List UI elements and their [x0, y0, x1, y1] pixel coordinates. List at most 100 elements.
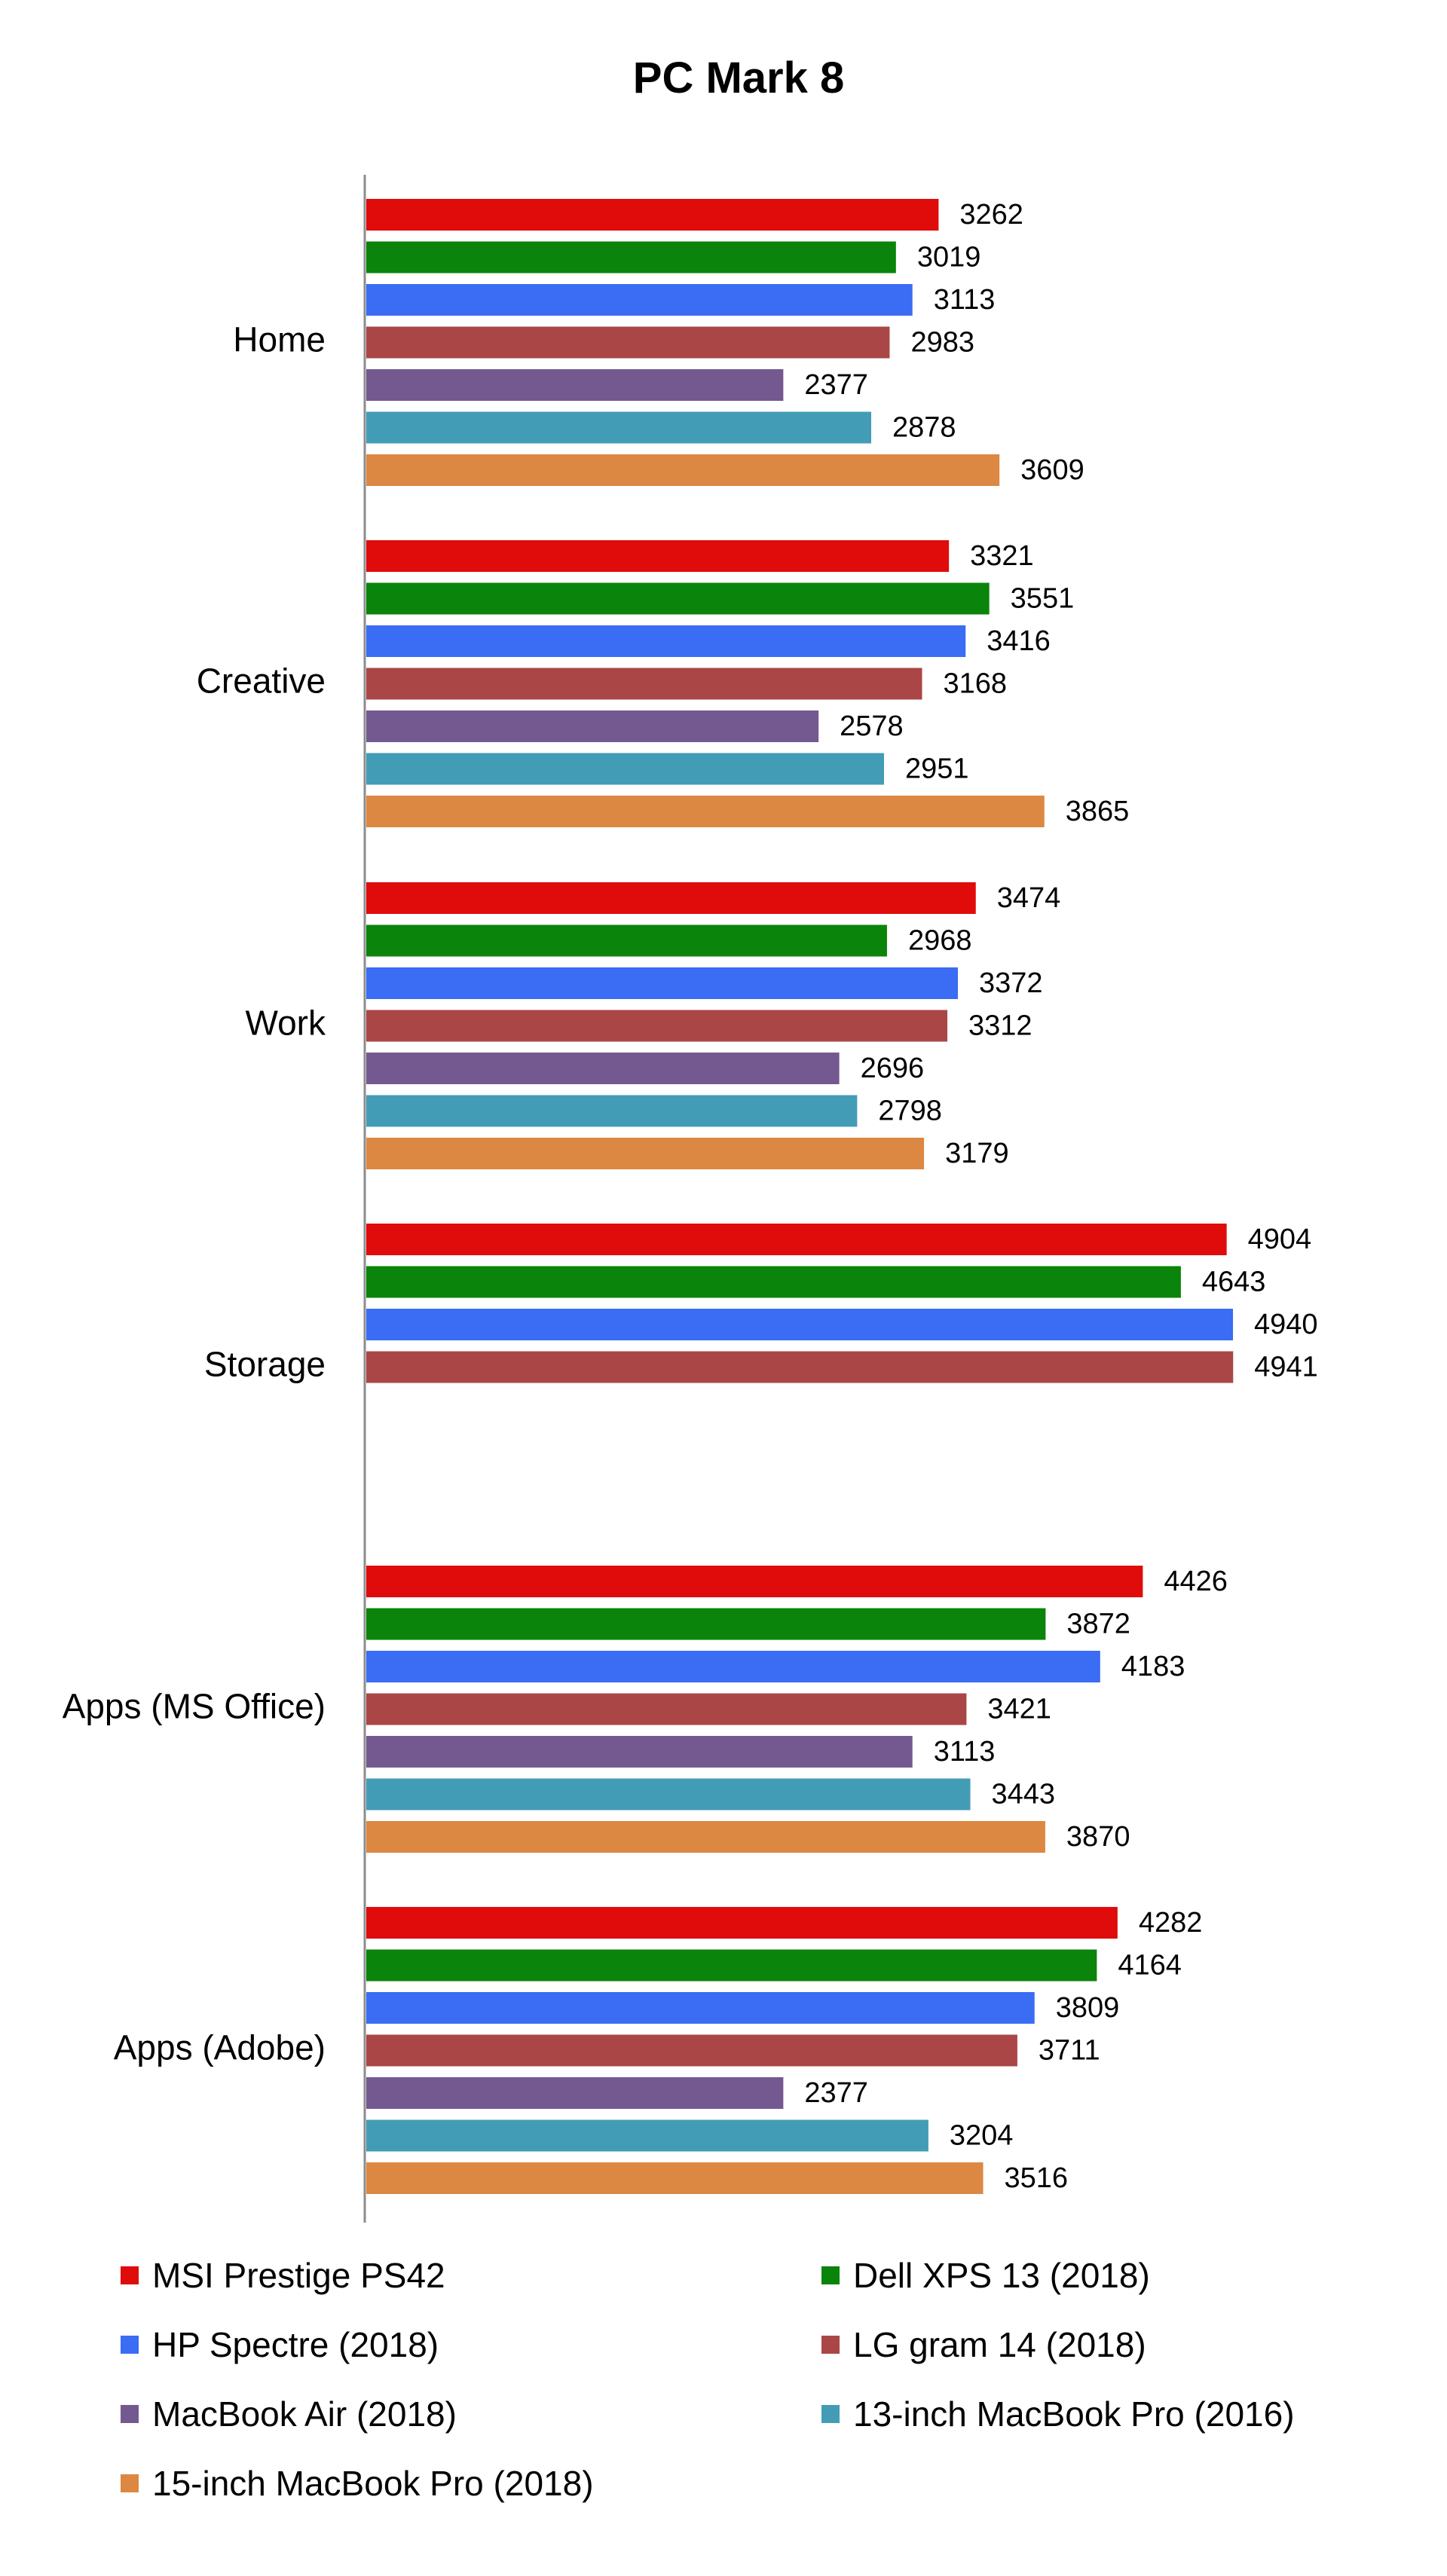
bar — [366, 1651, 1100, 1682]
bar — [366, 796, 1045, 827]
data-label: 3113 — [934, 284, 996, 316]
bar — [366, 882, 976, 914]
category-label: Creative — [197, 662, 326, 701]
legend-swatch — [121, 2474, 139, 2492]
bar — [366, 1309, 1234, 1340]
category-labels: Home Creative Work Storage Apps (MS Office) A… — [63, 320, 326, 2067]
bar — [366, 2077, 784, 2109]
legend-label: MacBook Air (2018) — [152, 2394, 457, 2434]
legend-swatch — [121, 2405, 139, 2423]
bar — [366, 1138, 925, 1169]
data-label: 4183 — [1121, 1651, 1185, 1682]
value-labels: 3262 3019 3113 2983 2377 2878 3609 3321 3551 3416… — [804, 199, 1317, 2194]
bar — [366, 1949, 1097, 1982]
bar — [366, 326, 890, 359]
bar — [366, 1821, 1045, 1853]
data-label: 2377 — [804, 2077, 868, 2109]
bar — [366, 2162, 984, 2194]
data-label: 3872 — [1066, 1609, 1130, 1640]
data-label: 2878 — [892, 412, 956, 444]
data-label: 3443 — [992, 1779, 1056, 1811]
data-label: 4282 — [1139, 1907, 1203, 1939]
data-label: 2951 — [905, 753, 969, 785]
bar — [366, 1351, 1234, 1383]
data-label: 2798 — [878, 1095, 942, 1127]
legend-swatch — [121, 2336, 139, 2354]
data-label: 3551 — [1011, 583, 1075, 615]
data-label: 3870 — [1066, 1821, 1130, 1853]
legend-item: 15-inch MacBook Pro (2018) — [121, 2461, 594, 2506]
bar — [366, 2034, 1017, 2067]
chart-title: PC Mark 8 — [632, 53, 845, 102]
data-label: 3312 — [968, 1010, 1032, 1042]
data-label: 3609 — [1020, 454, 1084, 486]
legend-swatch — [821, 2266, 840, 2284]
legend-item: MacBook Air (2018) — [121, 2391, 457, 2437]
bar — [366, 284, 913, 316]
bar — [366, 967, 959, 999]
bar — [366, 540, 950, 572]
bar — [366, 1053, 840, 1084]
bar — [366, 924, 887, 957]
legend-item: 13-inch MacBook Pro (2016) — [821, 2391, 1295, 2437]
bar — [366, 1566, 1143, 1597]
bar — [366, 369, 784, 401]
bar — [366, 1907, 1118, 1939]
data-label: 3179 — [945, 1138, 1009, 1169]
legend-swatch — [821, 2405, 840, 2423]
bar — [366, 199, 939, 231]
bar — [366, 625, 966, 657]
data-label: 3865 — [1066, 796, 1130, 827]
legend-swatch — [121, 2266, 139, 2284]
data-label: 3113 — [934, 1736, 996, 1768]
bar — [366, 1778, 971, 1811]
data-label: 3416 — [987, 625, 1051, 657]
data-label: 4164 — [1118, 1950, 1182, 1982]
data-label: 4940 — [1254, 1309, 1318, 1340]
bars — [366, 199, 1234, 2194]
bar — [366, 1010, 948, 1042]
category-label: Storage — [204, 1345, 326, 1384]
data-label: 3168 — [944, 668, 1008, 700]
data-label: 3711 — [1039, 2035, 1100, 2067]
category-label: Home — [233, 320, 326, 359]
bar — [366, 710, 819, 742]
legend-swatch — [821, 2336, 840, 2354]
legend-label: HP Spectre (2018) — [152, 2325, 439, 2364]
bar-chart: Home Creative Work Storage Apps (MS Office) A… — [63, 175, 1318, 2223]
bar — [366, 241, 896, 273]
legend-label: LG gram 14 (2018) — [853, 2325, 1146, 2364]
legend-label: 13-inch MacBook Pro (2016) — [853, 2394, 1295, 2434]
bar — [366, 1224, 1227, 1255]
bar — [366, 668, 922, 700]
data-label: 2968 — [908, 925, 972, 957]
data-label: 2377 — [804, 369, 868, 401]
legend-item: LG gram 14 (2018) — [821, 2322, 1146, 2367]
bar — [366, 753, 884, 785]
data-label: 3421 — [987, 1694, 1051, 1725]
bar — [366, 1736, 913, 1768]
bar — [366, 1608, 1046, 1640]
data-label: 4643 — [1202, 1267, 1266, 1298]
data-label: 2696 — [861, 1053, 925, 1084]
data-label: 3321 — [970, 540, 1034, 572]
data-label: 3809 — [1056, 1992, 1120, 2024]
data-label: 3262 — [959, 199, 1023, 231]
bar — [366, 411, 871, 444]
legend-label: 15-inch MacBook Pro (2018) — [152, 2464, 594, 2503]
bar — [366, 1693, 967, 1725]
data-label: 4941 — [1254, 1352, 1318, 1383]
data-label: 4426 — [1164, 1566, 1228, 1597]
bar — [366, 1992, 1035, 2024]
category-label: Apps (Adobe) — [114, 2028, 326, 2067]
legend-label: Dell XPS 13 (2018) — [853, 2256, 1150, 2295]
legend-label: MSI Prestige PS42 — [152, 2256, 445, 2295]
bar — [366, 2119, 928, 2152]
legend-item: MSI Prestige PS42 — [121, 2253, 445, 2298]
data-label: 3516 — [1005, 2162, 1069, 2194]
data-label: 3019 — [917, 242, 981, 273]
category-label: Apps (MS Office) — [63, 1687, 326, 1726]
legend-item: Dell XPS 13 (2018) — [821, 2253, 1150, 2298]
data-label: 2983 — [910, 327, 974, 359]
